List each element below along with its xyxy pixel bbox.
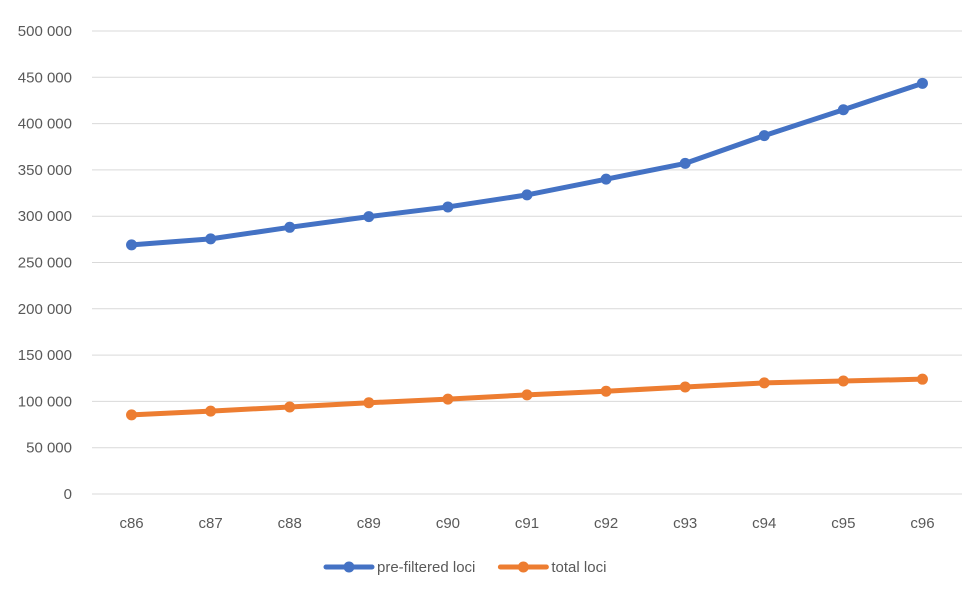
data-point: [916, 77, 928, 89]
y-tick-label: 500 000: [18, 23, 72, 40]
x-tick-label: c87: [199, 515, 223, 532]
data-point: [758, 377, 770, 389]
y-tick-label: 100 000: [18, 393, 72, 410]
legend-swatch-marker: [343, 561, 355, 573]
x-axis-tick-labels: c86 c87 c88 c89 c90 c91 c92 c93 c94 c95 c96: [119, 515, 934, 532]
data-point: [916, 373, 928, 385]
x-tick-label: c90: [436, 515, 460, 532]
x-tick-label: c88: [278, 515, 302, 532]
data-point: [600, 385, 612, 397]
data-point: [758, 130, 770, 142]
y-tick-label: 250 000: [18, 255, 72, 272]
x-tick-label: c91: [515, 515, 539, 532]
y-tick-label: 150 000: [18, 347, 72, 364]
legend-label: pre-filtered loci: [377, 559, 475, 576]
data-point: [205, 405, 217, 417]
y-tick-label: 450 000: [18, 69, 72, 86]
y-axis-tick-labels: 0 50 000 100 000 150 000 200 000 250 000 300 0…: [18, 23, 72, 503]
x-tick-label: c89: [357, 515, 381, 532]
data-point: [679, 157, 691, 169]
series-2: [126, 373, 928, 421]
data-point: [205, 233, 217, 245]
legend: pre-filtered loci total loci: [323, 559, 606, 576]
data-point: [363, 397, 375, 409]
y-tick-label: 400 000: [18, 116, 72, 133]
legend-item: total loci: [497, 559, 606, 576]
data-point: [126, 239, 138, 251]
gridlines: [92, 30, 962, 495]
data-point: [837, 375, 849, 387]
series-lines: [126, 77, 928, 421]
y-tick-label: 50 000: [26, 440, 72, 457]
y-tick-label: 300 000: [18, 208, 72, 225]
x-tick-label: c86: [119, 515, 143, 532]
y-tick-label: 0: [64, 486, 72, 503]
x-tick-label: c92: [594, 515, 618, 532]
x-tick-label: c96: [910, 515, 934, 532]
data-point: [126, 409, 138, 421]
y-tick-label: 200 000: [18, 301, 72, 318]
y-tick-label: 350 000: [18, 162, 72, 179]
x-tick-label: c93: [673, 515, 697, 532]
legend-label: total loci: [551, 559, 606, 576]
data-point: [679, 381, 691, 393]
series-1: [126, 77, 928, 251]
data-point: [521, 189, 533, 201]
legend-swatch-marker: [517, 561, 529, 573]
data-point: [284, 221, 296, 233]
data-point: [442, 201, 454, 213]
series-line: [129, 80, 925, 248]
x-tick-label: c95: [831, 515, 855, 532]
data-point: [284, 401, 296, 413]
x-tick-label: c94: [752, 515, 776, 532]
data-point: [521, 389, 533, 401]
data-point: [442, 393, 454, 405]
data-point: [363, 211, 375, 223]
data-point: [837, 104, 849, 116]
data-point: [600, 173, 612, 185]
legend-item: pre-filtered loci: [323, 559, 475, 576]
